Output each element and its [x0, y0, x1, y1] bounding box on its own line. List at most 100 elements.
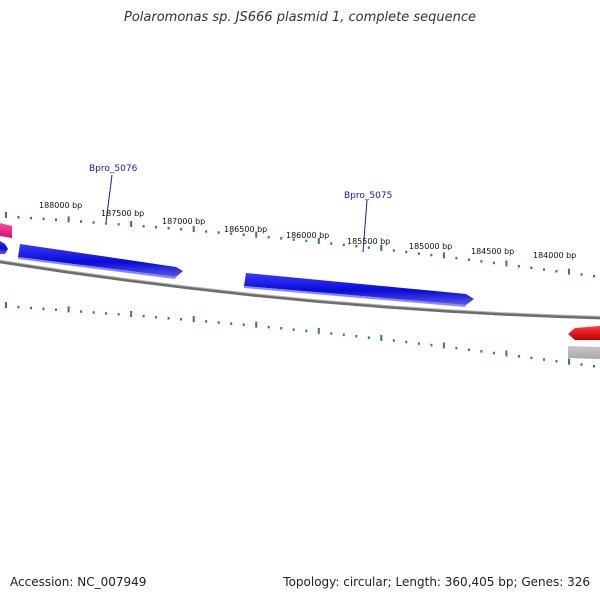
ruler-minor-tick: [30, 306, 32, 310]
ruler-minor-tick: [517, 265, 520, 268]
ruler-minor-tick: [180, 318, 183, 321]
ruler-major-tick: [442, 342, 445, 349]
gene-label-bpro-5076[interactable]: Bpro_5076: [89, 164, 138, 174]
ruler-minor-tick: [430, 253, 433, 257]
ruler-minor-tick: [180, 228, 183, 231]
ruler-minor-tick: [530, 356, 533, 360]
ruler-minor-tick: [355, 335, 358, 338]
ruler-major-tick: [505, 260, 508, 267]
gene-feature-forward-left[interactable]: [18, 244, 183, 279]
ruler-major-tick: [67, 306, 70, 313]
ruler-minor-tick: [117, 313, 120, 316]
ruler-minor-tick: [593, 365, 595, 368]
gene-feature-partial-left[interactable]: [0, 223, 12, 238]
accession-text: Accession: NC_007949: [10, 575, 147, 589]
ruler-major-tick: [67, 216, 70, 223]
ruler-minor-tick: [543, 358, 545, 361]
ruler-minor-tick: [205, 320, 208, 323]
ruler-major-tick: [380, 244, 383, 251]
ruler-major-tick: [192, 316, 195, 323]
ruler-minor-tick: [355, 245, 358, 248]
ruler-minor-tick: [305, 239, 308, 243]
ruler-minor-tick: [17, 215, 20, 219]
ruler-label: 187500 bp: [101, 209, 144, 218]
ruler-minor-tick: [42, 307, 45, 311]
gene-label-leader-bpro-5075: [362, 199, 368, 253]
ruler-label: 184500 bp: [471, 247, 514, 256]
topology-summary: Topology: circular; Length: 360,405 bp; …: [283, 575, 590, 589]
ruler-label: 185000 bp: [409, 242, 452, 251]
ruler-minor-tick: [292, 238, 295, 241]
ruler-minor-tick: [480, 350, 483, 353]
ruler-label: 186000 bp: [286, 231, 329, 240]
ruler-minor-tick: [467, 258, 470, 261]
ruler-minor-tick: [217, 231, 220, 234]
ruler-minor-tick: [142, 315, 145, 318]
ruler-minor-tick: [530, 266, 533, 270]
ruler-minor-tick: [543, 268, 545, 271]
ruler-minor-tick: [105, 312, 108, 315]
ruler-minor-tick: [342, 243, 345, 247]
ruler-minor-tick: [455, 256, 458, 260]
ruler-minor-tick: [405, 340, 408, 344]
ruler-minor-tick: [105, 222, 108, 225]
ruler-minor-tick: [330, 332, 333, 335]
ruler-minor-tick: [492, 261, 495, 265]
gene-feature-grey-right[interactable]: [568, 346, 600, 359]
inner-ruler: [5, 302, 595, 368]
map-title: Polaromonas sp. JS666 plasmid 1, complet…: [123, 10, 476, 25]
ruler-minor-tick: [155, 316, 158, 319]
ruler-major-tick: [130, 311, 133, 317]
ruler-minor-tick: [17, 305, 20, 309]
ruler-minor-tick: [367, 336, 370, 339]
gene-feature-reverse-right[interactable]: [568, 326, 600, 340]
ruler-major-tick: [568, 358, 570, 365]
ruler-minor-tick: [330, 242, 333, 245]
ruler-minor-tick: [242, 233, 245, 236]
ruler-major-tick: [130, 221, 133, 227]
ruler-minor-tick: [580, 363, 583, 366]
ruler-major-tick: [568, 268, 570, 275]
outer-ruler: [5, 212, 595, 278]
ruler-label: 188000 bp: [39, 201, 82, 210]
ruler-minor-tick: [55, 308, 57, 311]
ruler-minor-tick: [80, 220, 83, 223]
ruler-minor-tick: [392, 249, 395, 252]
ruler-minor-tick: [267, 235, 270, 239]
ruler-label: 184000 bp: [533, 251, 576, 260]
ruler-minor-tick: [42, 217, 45, 221]
ruler-minor-tick: [292, 328, 295, 331]
ruler-minor-tick: [267, 325, 270, 329]
ruler-minor-tick: [230, 232, 233, 235]
ruler-minor-tick: [517, 355, 520, 358]
ruler-minor-tick: [467, 348, 470, 351]
ruler-minor-tick: [367, 246, 370, 249]
ruler-label: 187000 bp: [162, 217, 205, 226]
ruler-major-tick: [505, 350, 508, 357]
plasmid-backbone: [0, 260, 600, 320]
gene-label-bpro-5075[interactable]: Bpro_5075: [344, 191, 392, 201]
ruler-major-tick: [5, 302, 7, 308]
ruler-major-tick: [255, 231, 258, 238]
gene-feature-forward-edge[interactable]: [0, 241, 8, 254]
ruler-minor-tick: [430, 343, 433, 347]
ruler-major-tick: [192, 226, 195, 233]
gene-feature-forward-right[interactable]: [244, 273, 474, 307]
ruler-minor-tick: [492, 351, 495, 355]
ruler-minor-tick: [167, 317, 170, 320]
ruler-minor-tick: [117, 223, 120, 226]
ruler-minor-tick: [417, 252, 420, 255]
ruler-minor-tick: [480, 260, 483, 263]
ruler-minor-tick: [580, 273, 583, 276]
ruler-minor-tick: [30, 216, 32, 220]
ruler-major-tick: [255, 321, 258, 328]
ruler-minor-tick: [217, 321, 220, 324]
ruler-minor-tick: [167, 227, 170, 230]
ruler-minor-tick: [142, 225, 145, 228]
ruler-major-tick: [317, 237, 320, 244]
ruler-label: 185500 bp: [347, 237, 390, 246]
ruler-minor-tick: [405, 250, 408, 254]
ruler-minor-tick: [230, 322, 233, 325]
ruler-minor-tick: [305, 329, 308, 333]
